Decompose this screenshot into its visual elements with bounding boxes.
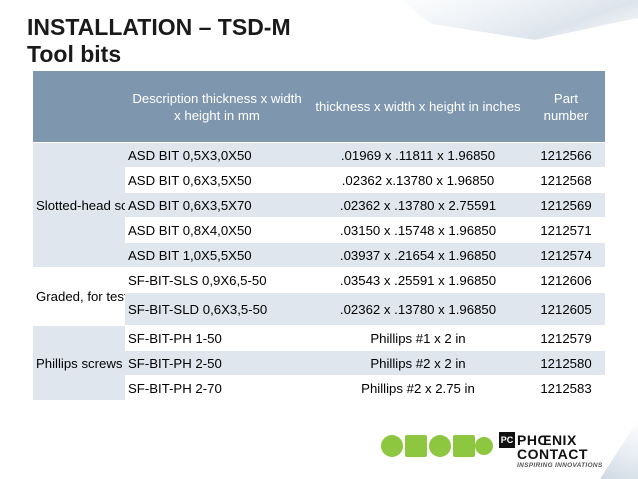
table-row: SF-BIT-SLD 0,6X3,5-50 .02362 x .13780 x …	[33, 292, 605, 326]
cell-description: SF-BIT-SLD 0,6X3,5-50	[125, 292, 309, 326]
table-row: ASD BIT 1,0X5,5X50 .03937 x .21654 x 1.9…	[33, 242, 605, 268]
cell-inches: Phillips #2 x 2 in	[309, 350, 527, 376]
slide-title: INSTALLATION – TSD-M Tool bits	[27, 14, 291, 68]
cell-inches: Phillips #2 x 2.75 in	[309, 375, 527, 401]
logo-line-1: PHŒNIX	[517, 432, 577, 448]
cell-description: ASD BIT 0,6X3,5X70	[125, 192, 309, 218]
table-row: Phillips screws SF-BIT-PH 1-50 Phillips …	[33, 325, 605, 401]
cell-part-number: 1212571	[527, 217, 605, 243]
header-group-cell	[33, 71, 125, 143]
logo-line-2: CONTACT	[517, 446, 588, 462]
logo-mark-icon: PC	[499, 432, 515, 448]
group-phillips: Phillips screws	[33, 325, 125, 401]
cell-part-number: 1212583	[527, 375, 605, 401]
cell-inches: .03937 x .21654 x 1.96850	[309, 242, 527, 268]
table-row: Graded, for test socket screws SF-BIT-SL…	[33, 267, 605, 326]
phoenix-contact-logo: PC PHŒNIX CONTACT INSPIRING INNOVATIONS	[381, 427, 607, 471]
table-row: ASD BIT 0,6X3,5X50 .02362 x.13780 x 1.96…	[33, 167, 605, 193]
header-description: Description thickness x width x height i…	[125, 71, 309, 143]
group-slotted-head: Slotted-head screws	[33, 142, 125, 268]
cell-description: SF-BIT-PH 2-70	[125, 375, 309, 401]
cell-description: ASD BIT 0,5X3,0X50	[125, 142, 309, 168]
table-row: ASD BIT 0,8X4,0X50 .03150 x .15748 x 1.9…	[33, 217, 605, 243]
cell-inches: .02362 x.13780 x 1.96850	[309, 167, 527, 193]
header-part-number: Part number	[527, 71, 605, 143]
title-line-1: INSTALLATION – TSD-M	[27, 14, 291, 40]
cell-description: SF-BIT-PH 2-50	[125, 350, 309, 376]
decorative-corner-top	[400, 0, 638, 40]
logo-tagline: INSPIRING INNOVATIONS	[517, 462, 603, 469]
cell-part-number: 1212569	[527, 192, 605, 218]
cell-part-number: 1212580	[527, 350, 605, 376]
cell-part-number: 1212579	[527, 325, 605, 351]
table-row: Slotted-head screws ASD BIT 0,5X3,0X50 .…	[33, 142, 605, 268]
cell-part-number: 1212606	[527, 267, 605, 293]
group-graded-test-socket: Graded, for test socket screws	[33, 267, 125, 326]
cell-description: ASD BIT 1,0X5,5X50	[125, 242, 309, 268]
table-row: SF-BIT-PH 2-50 Phillips #2 x 2 in 121258…	[33, 350, 605, 376]
cell-inches: .03543 x .25591 x 1.96850	[309, 267, 527, 293]
cell-inches: .02362 x .13780 x 1.96850	[309, 292, 527, 326]
cell-description: ASD BIT 0,8X4,0X50	[125, 217, 309, 243]
cell-inches: .01969 x .11811 x 1.96850	[309, 142, 527, 168]
cell-inches: Phillips #1 x 2 in	[309, 325, 527, 351]
logo-dots-icon	[381, 435, 496, 461]
cell-description: SF-BIT-PH 1-50	[125, 325, 309, 351]
table-header-row: Description thickness x width x height i…	[33, 71, 605, 143]
logo-wordmark: PC PHŒNIX CONTACT INSPIRING INNOVATIONS	[499, 431, 607, 469]
table-row: ASD BIT 0,6X3,5X70 .02362 x .13780 x 2.7…	[33, 192, 605, 218]
cell-description: ASD BIT 0,6X3,5X50	[125, 167, 309, 193]
cell-part-number: 1212574	[527, 242, 605, 268]
table-row: SF-BIT-PH 2-70 Phillips #2 x 2.75 in 121…	[33, 375, 605, 401]
cell-part-number: 1212568	[527, 167, 605, 193]
header-inches: thickness x width x height in inches	[309, 71, 527, 143]
cell-inches: .03150 x .15748 x 1.96850	[309, 217, 527, 243]
cell-part-number: 1212566	[527, 142, 605, 168]
cell-description: SF-BIT-SLS 0,9X6,5-50	[125, 267, 309, 293]
tool-bits-table: Description thickness x width x height i…	[33, 71, 605, 401]
cell-inches: .02362 x .13780 x 2.75591	[309, 192, 527, 218]
cell-part-number: 1212605	[527, 292, 605, 326]
title-line-2: Tool bits	[27, 41, 122, 67]
